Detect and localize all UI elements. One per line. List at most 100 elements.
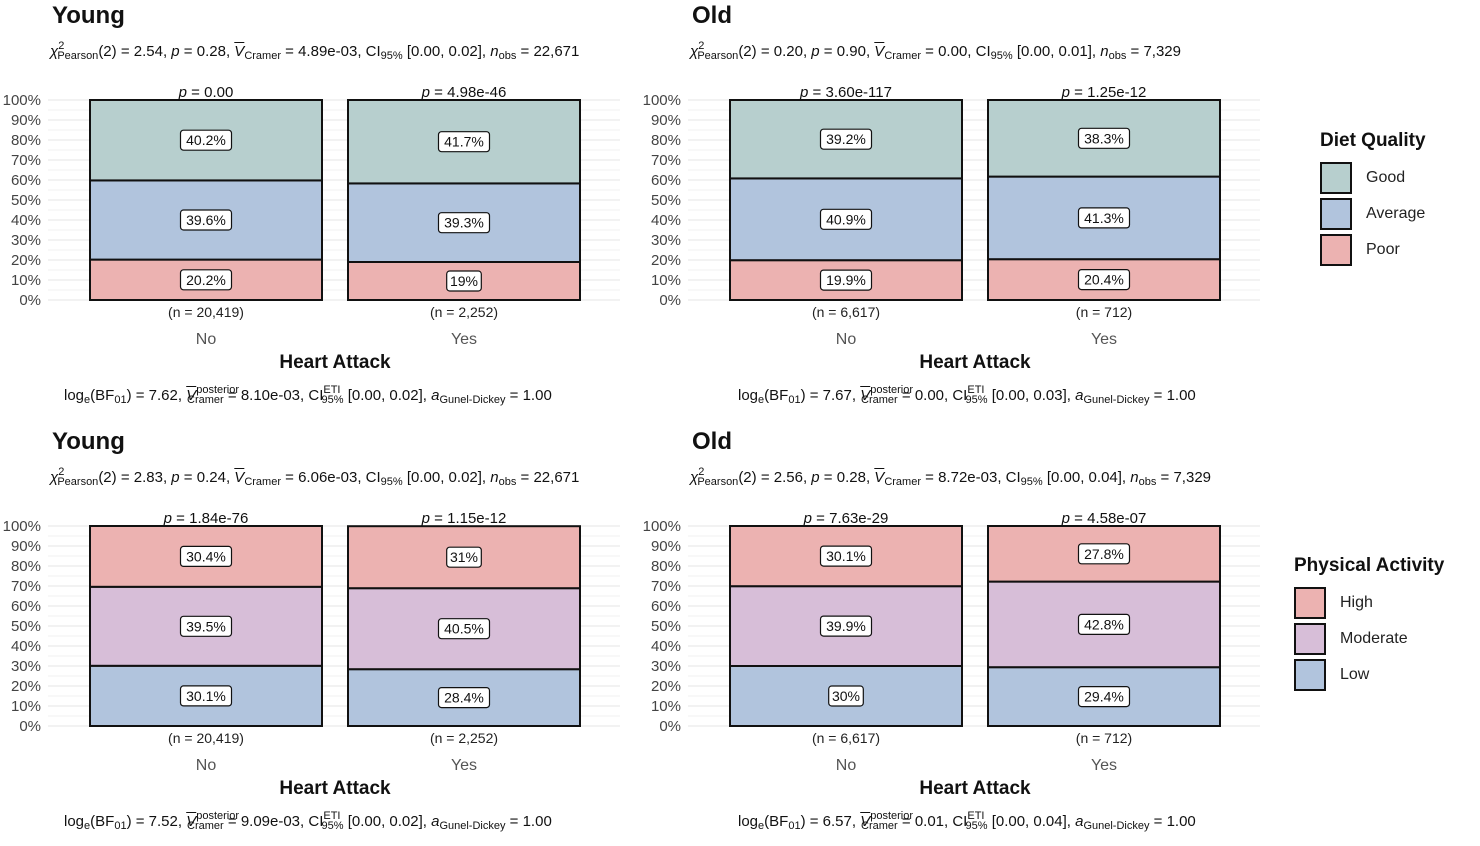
legend-label: Low [1340,666,1370,683]
x-tick-label: Yes [1091,331,1117,348]
y-tick-label: 80% [11,558,41,575]
x-tick-label: No [836,757,857,774]
x-tick-label: No [836,331,857,348]
bar-count-label: (n = 2,252) [430,730,498,746]
chart-panel-old-activity: Old χ2Pearson(2) = 2.56, p = 0.28, VCrame… [640,426,1280,846]
data-label-box [446,270,482,292]
frequentist-stats: χ2Pearson(2) = 2.56, p = 0.28, VCramer =… [690,466,1212,488]
data-label: 31% [450,549,478,565]
panel-title: Old [692,428,732,455]
data-label-box [819,128,873,150]
y-tick-label: 90% [651,112,681,129]
bar-count-label: (n = 20,419) [168,304,244,320]
y-tick-label: 50% [11,192,41,209]
y-tick-label: 10% [651,698,681,715]
data-label: 30.1% [186,688,226,704]
legend-title: Physical Activity [1294,555,1445,576]
stacked-bar-plot: 0% 10% 20% 30% 40% 50% 60% 70% 80% 90% 100% 20.2% 39… [3,84,620,373]
data-label-box [446,546,482,568]
bar-segment-good [987,99,1221,178]
data-label: 39.2% [826,131,866,147]
stacked-bar-plot: 0% 10% 20% 30% 40% 50% 60% 70% 80% 90% 100% 19.9% 40… [643,84,1260,373]
y-tick-label: 60% [11,598,41,615]
y-tick-label: 50% [651,192,681,209]
data-label: 30.1% [826,548,866,564]
data-label-box [1077,543,1131,565]
legend-label: Good [1366,169,1406,186]
y-tick-label: 20% [11,252,41,269]
data-label: 40.5% [444,621,484,637]
data-label-box [1077,127,1131,149]
x-tick-label: No [196,757,217,774]
data-label-box [819,208,873,230]
x-axis-title: Heart Attack [279,352,391,373]
data-label-box [819,269,873,291]
data-label-box [819,615,873,637]
y-tick-label: 100% [643,92,681,109]
y-tick-label: 70% [11,152,41,169]
y-tick-label: 0% [19,292,41,309]
data-label: 39.3% [444,215,484,231]
y-tick-label: 60% [11,172,41,189]
data-label-box [179,685,233,707]
legend-swatch [1320,234,1352,266]
data-label: 39.9% [826,618,866,634]
data-label: 42.8% [1084,616,1124,632]
y-tick-label: 80% [11,132,41,149]
data-label: 30.4% [186,548,226,564]
y-tick-label: 60% [651,172,681,189]
y-tick-label: 10% [11,698,41,715]
y-tick-label: 30% [11,232,41,249]
x-axis-title: Heart Attack [919,778,1031,799]
legend-label: High [1340,594,1373,611]
bayes-stats: loge(BF01) = 7.67, VposteriorCramer = 0.… [738,384,1196,406]
y-tick-label: 70% [651,152,681,169]
y-tick-label: 0% [659,718,681,735]
x-tick-label: Yes [451,757,477,774]
y-tick-label: 60% [651,598,681,615]
legend-swatch [1294,623,1326,655]
data-label-box [179,615,233,637]
data-label: 39.6% [186,212,226,228]
data-label-box [437,131,491,153]
data-label: 40.9% [826,211,866,227]
data-label: 20.4% [1084,272,1124,288]
y-tick-label: 100% [3,92,41,109]
legend-label: Moderate [1340,630,1408,647]
y-tick-label: 90% [11,538,41,555]
data-label-box [179,129,233,151]
x-axis-title: Heart Attack [919,352,1031,373]
panel-title: Young [52,428,125,455]
data-label-box [819,545,873,567]
legend-physical-activity: Physical Activity High Moderate Low [1294,555,1445,691]
data-label-box [179,545,233,568]
data-label-box [179,209,233,231]
data-label: 27.8% [1084,546,1124,562]
legend-swatch [1320,162,1352,194]
bar-p-value: p = 1.25e-12 [1061,84,1147,101]
bar-p-value: p = 0.00 [178,84,234,101]
frequentist-stats: χ2Pearson(2) = 0.20, p = 0.90, VCramer =… [690,40,1181,62]
data-label-box [1077,686,1131,708]
y-tick-label: 100% [643,518,681,535]
y-tick-label: 50% [651,618,681,635]
data-label-box [1077,613,1131,635]
panel-title: Young [52,2,125,29]
chart-panel-old-diet: Old χ2Pearson(2) = 0.20, p = 0.90, VCrame… [640,0,1280,420]
data-label: 41.3% [1084,210,1124,226]
data-label-box [1077,207,1131,229]
legend-swatch [1320,198,1352,230]
data-label: 38.3% [1084,130,1124,146]
data-label: 19.9% [826,272,866,288]
y-tick-label: 80% [651,558,681,575]
data-label: 29.4% [1084,689,1124,705]
panel-title: Old [692,2,732,29]
y-tick-label: 20% [651,252,681,269]
bar-p-value: p = 1.84e-76 [163,510,249,527]
data-label: 19% [450,273,478,289]
data-label: 41.7% [444,134,484,150]
bar-count-label: (n = 20,419) [168,730,244,746]
legend-diet-quality: Diet Quality Good Average Poor [1320,130,1426,266]
data-label-box [437,687,491,709]
legend-label: Poor [1366,241,1400,258]
